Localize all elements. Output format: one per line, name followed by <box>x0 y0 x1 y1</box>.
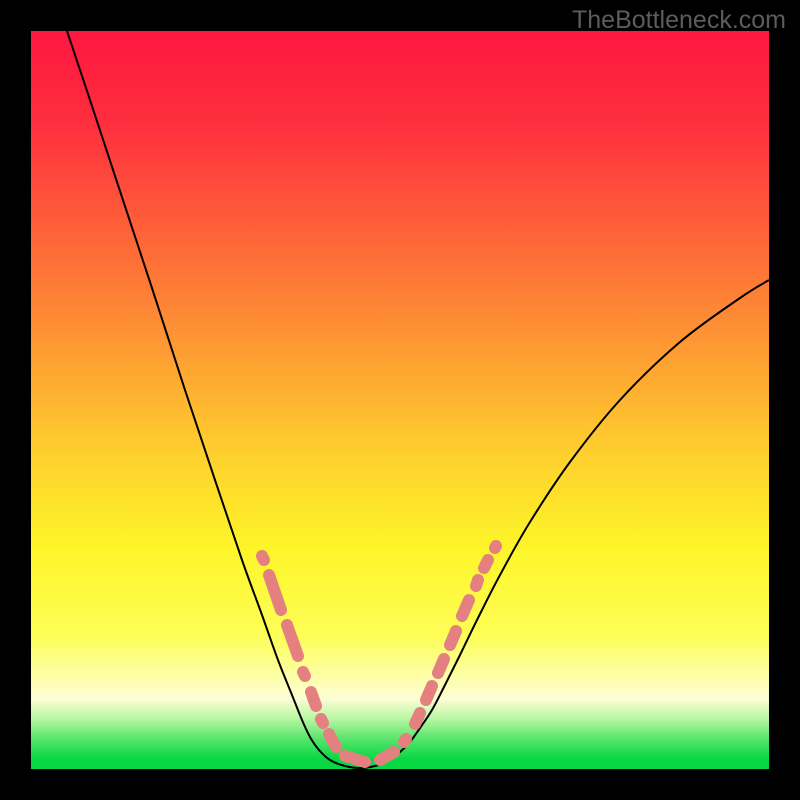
highlight-dash <box>438 659 444 673</box>
chart-canvas: TheBottleneck.com <box>0 0 800 800</box>
highlight-dash <box>321 719 323 723</box>
highlight-dash <box>462 600 469 616</box>
highlight-dash <box>380 752 394 760</box>
highlight-dash <box>303 672 305 676</box>
highlight-dash <box>415 713 420 724</box>
highlight-dash <box>345 756 365 762</box>
highlight-dash <box>495 546 496 548</box>
plot-background <box>31 31 769 769</box>
highlight-dash <box>426 686 432 700</box>
chart-svg <box>0 0 800 800</box>
highlight-dash <box>311 692 316 706</box>
highlight-dash <box>450 631 456 645</box>
watermark-text: TheBottleneck.com <box>572 6 786 35</box>
highlight-dash <box>404 739 406 742</box>
highlight-dash <box>262 556 264 560</box>
highlight-dash <box>476 580 478 586</box>
highlight-dash <box>329 734 336 747</box>
highlight-dash <box>484 560 488 568</box>
